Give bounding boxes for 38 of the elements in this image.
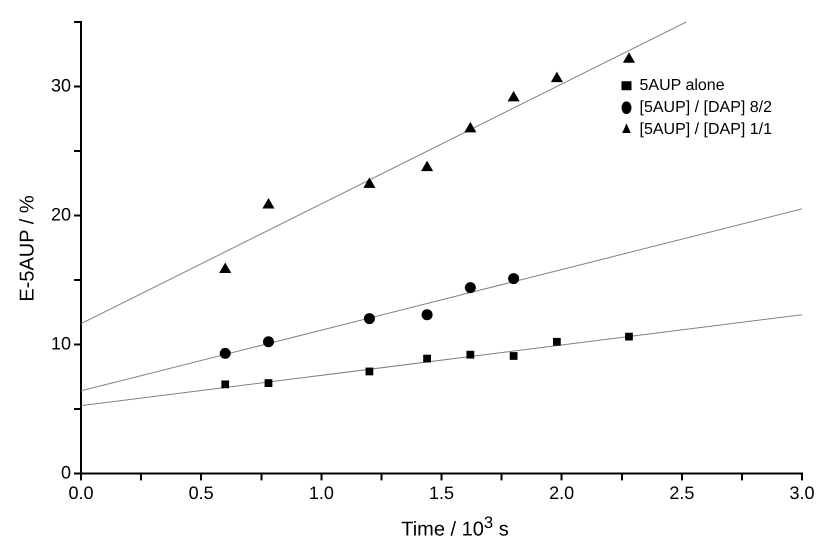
point	[423, 354, 431, 362]
point	[421, 160, 434, 172]
point	[508, 90, 520, 102]
point	[262, 198, 275, 209]
point	[508, 273, 520, 284]
legend-label: [5AUP] / [DAP] 8/2	[640, 99, 772, 116]
legend-label: [5AUP] / [DAP] 1/1	[640, 121, 772, 138]
x-tick-label: 2.0	[549, 483, 574, 504]
point	[464, 282, 476, 294]
y-tick-label: 20	[50, 204, 72, 224]
x-axis-title: Time / 10$^{3}$ s	[400, 513, 510, 542]
y-tick-label: 10	[50, 333, 72, 354]
x-tick-label: 0.0	[68, 483, 94, 504]
y-tick-label: 30	[50, 75, 72, 96]
point	[264, 379, 272, 387]
point	[366, 368, 374, 376]
point	[221, 380, 230, 388]
x-tick-label: 2.5	[669, 483, 694, 504]
point	[466, 350, 474, 359]
y-tick-label: 0	[61, 462, 72, 482]
point	[364, 313, 375, 324]
x-tick-label: 1.0	[308, 483, 334, 504]
point	[510, 352, 518, 360]
point	[552, 338, 561, 346]
point	[550, 72, 563, 82]
x-tick-label: 1.5	[428, 483, 454, 504]
point	[262, 336, 274, 348]
y-axis-title: E-5AUP / %	[16, 194, 40, 302]
point	[219, 262, 232, 274]
point	[422, 309, 433, 320]
x-tick-label: 0.5	[188, 483, 214, 504]
point	[622, 52, 636, 63]
legend-label: 5AUP alone	[640, 77, 725, 94]
x-tick-label: 3.0	[789, 483, 815, 504]
point	[363, 177, 376, 188]
point	[625, 332, 633, 341]
point	[220, 348, 231, 359]
point	[464, 122, 476, 132]
